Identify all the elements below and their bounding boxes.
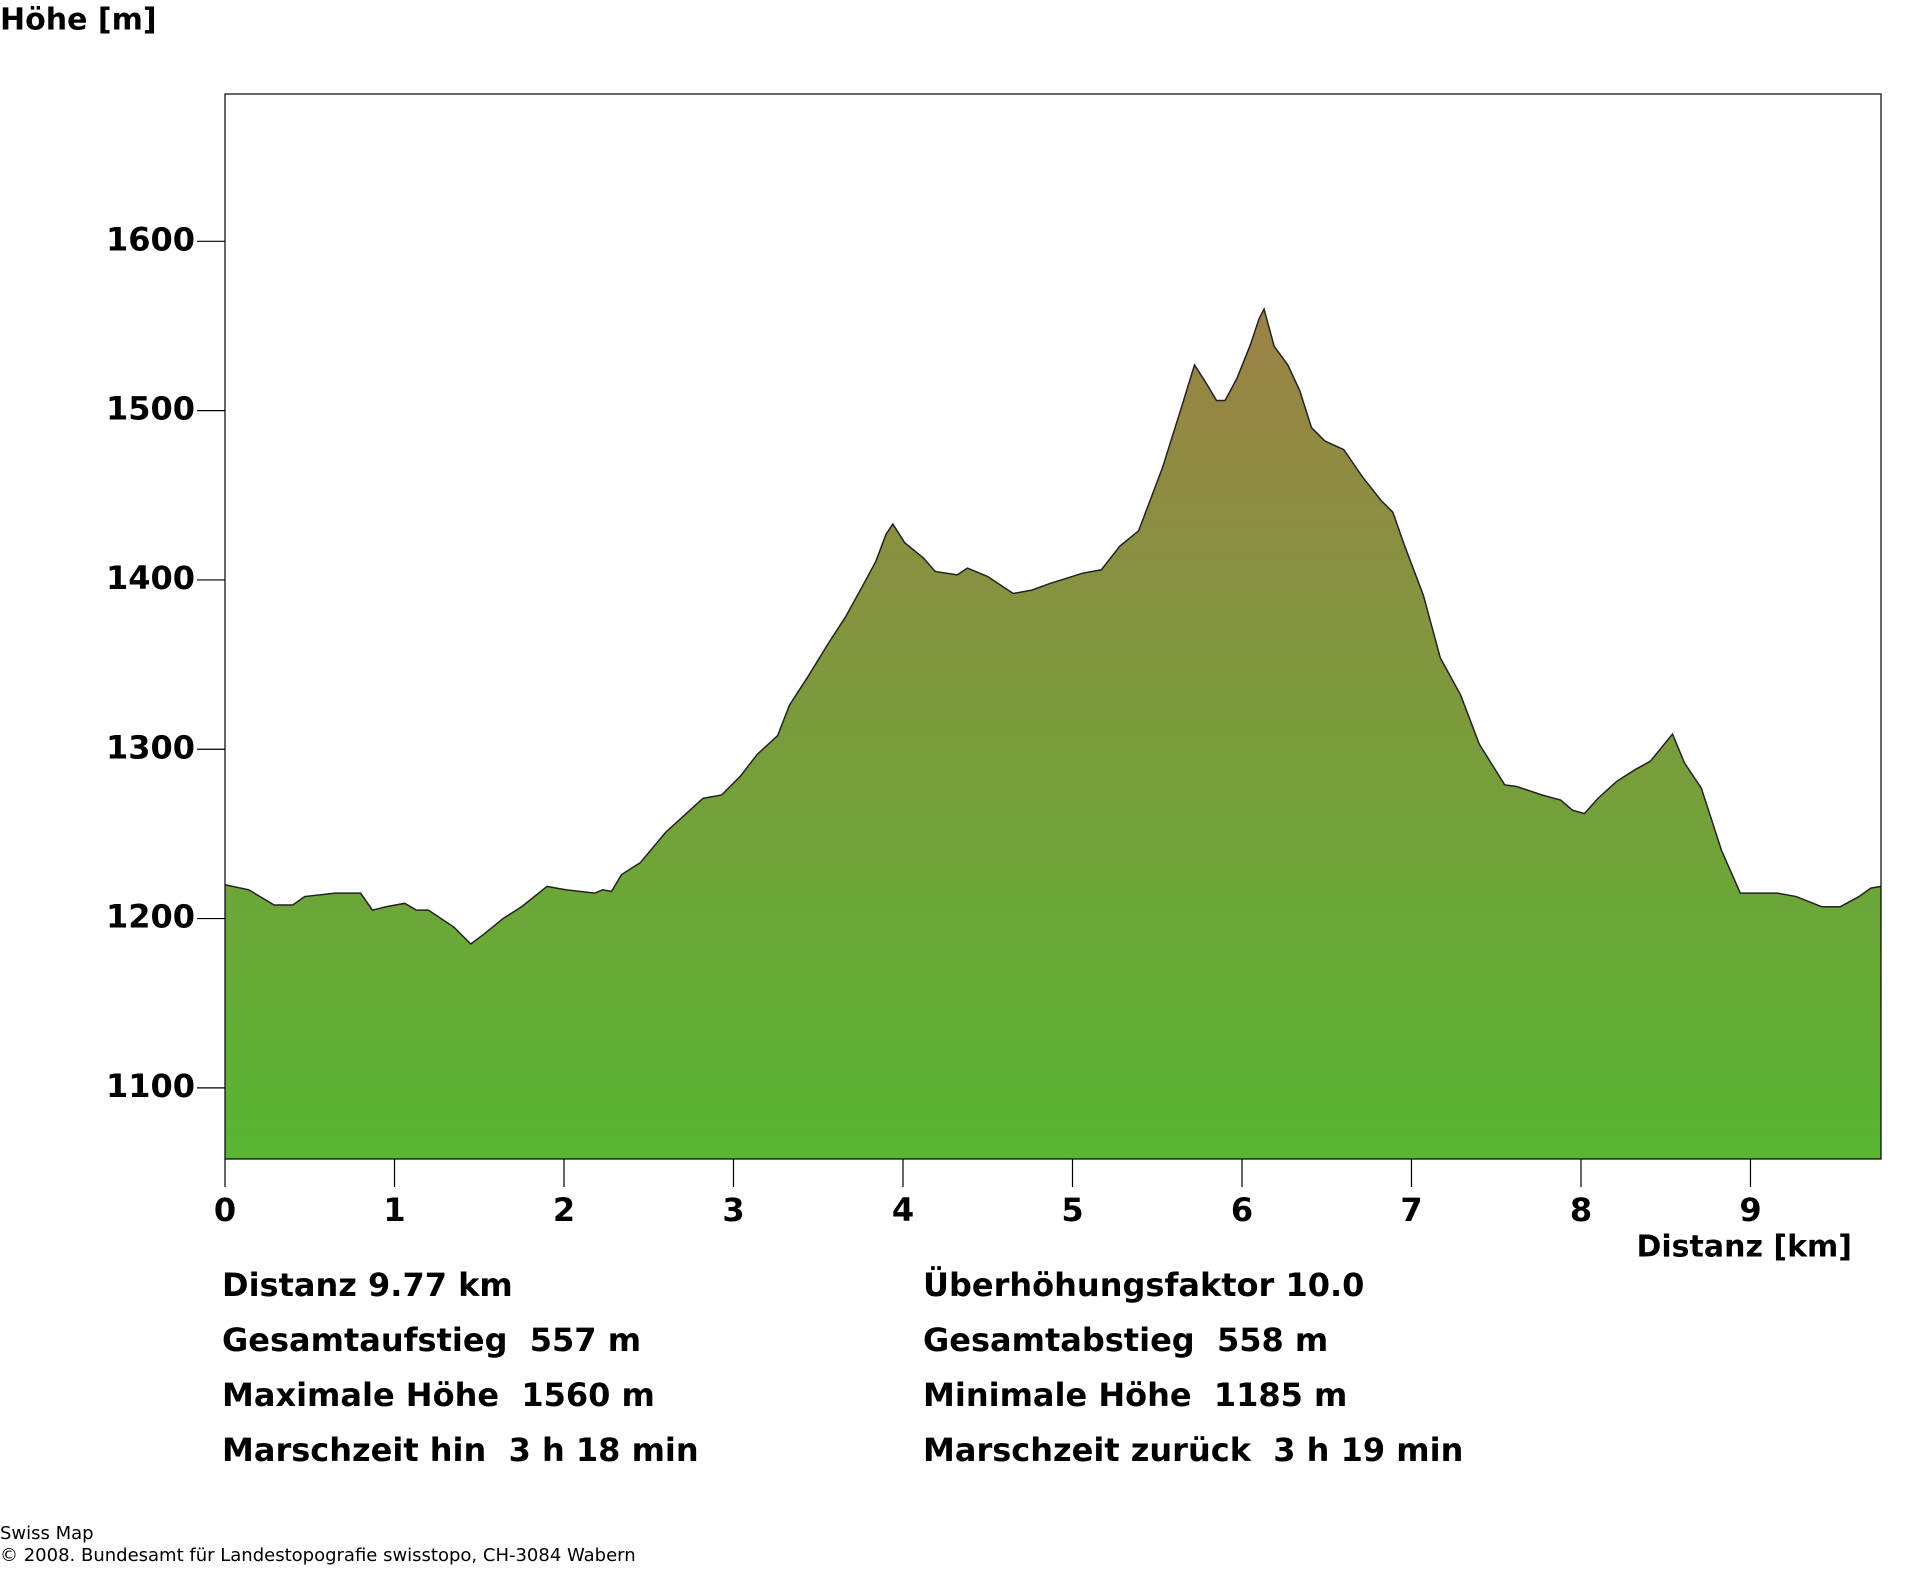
y-tick-label: 1500	[106, 390, 195, 428]
stat-text: Marschzeit zurück 3 h 19 min	[923, 1431, 1463, 1469]
plot-frame	[224, 93, 1882, 1160]
area-fill	[225, 309, 1881, 1159]
y-tick-label: 1200	[106, 898, 195, 936]
y-tick-label: 1300	[106, 728, 195, 766]
y-tick-label: 1600	[106, 220, 195, 258]
stat-text: Überhöhungsfaktor 10.0	[923, 1266, 1364, 1304]
y-tick-label: 1400	[106, 559, 195, 597]
x-tick-label: 7	[1400, 1191, 1422, 1229]
stat-text: Gesamtabstieg 558 m	[923, 1321, 1328, 1359]
stat-text: Distanz 9.77 km	[222, 1266, 513, 1304]
y-tick-label: 1100	[106, 1067, 195, 1105]
footer-text: © 2008. Bundesamt für Landestopografie s…	[0, 1545, 636, 1566]
x-tick-label: 5	[1061, 1191, 1083, 1229]
y-axis-label: Höhe [m]	[0, 3, 157, 38]
x-tick-label: 4	[892, 1191, 914, 1229]
elevation-line	[224, 306, 1882, 945]
stat-text: Minimale Höhe 1185 m	[923, 1376, 1347, 1414]
footer-text: Swiss Map	[0, 1523, 94, 1544]
x-tick-label: 2	[553, 1191, 575, 1229]
x-tick-label: 0	[214, 1191, 236, 1229]
stat-text: Marschzeit hin 3 h 18 min	[222, 1431, 699, 1469]
x-tick-label: 3	[722, 1191, 744, 1229]
x-tick-label: 6	[1231, 1191, 1253, 1229]
x-tick-label: 9	[1739, 1191, 1761, 1229]
stat-text: Gesamtaufstieg 557 m	[222, 1321, 641, 1359]
stat-text: Maximale Höhe 1560 m	[222, 1376, 655, 1414]
x-tick-label: 8	[1570, 1191, 1592, 1229]
x-tick-label: 1	[383, 1191, 405, 1229]
x-axis-label: Distanz [km]	[1636, 1230, 1852, 1265]
